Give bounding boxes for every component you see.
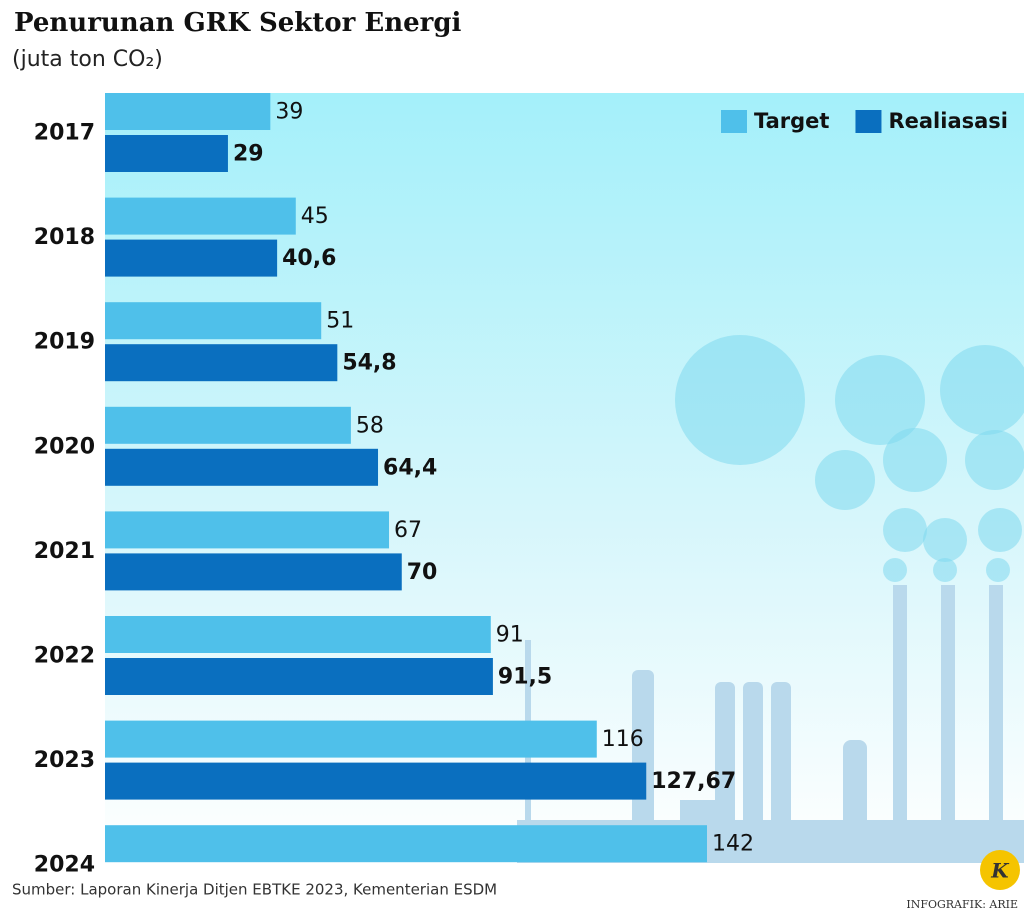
bar xyxy=(105,93,271,130)
value-label: 54,8 xyxy=(342,351,396,376)
bar xyxy=(105,448,379,486)
value-label: 70 xyxy=(407,560,438,585)
bar xyxy=(105,302,322,340)
bar xyxy=(105,658,493,695)
y-tick-label: 2023 xyxy=(34,748,95,773)
value-label: 39 xyxy=(275,100,303,125)
value-label: 91 xyxy=(496,623,524,648)
legend-swatch xyxy=(855,110,882,133)
value-label: 40,6 xyxy=(282,246,336,271)
y-tick-label: 2019 xyxy=(34,330,95,355)
value-label: 127,67 xyxy=(651,769,736,794)
source-note: Sumber: Laporan Kinerja Ditjen EBTKE 202… xyxy=(12,881,497,899)
value-label: 29 xyxy=(233,142,264,167)
legend-swatch xyxy=(721,110,747,133)
legend-label: Realiasasi xyxy=(888,109,1008,133)
value-label: 58 xyxy=(356,413,384,438)
credit: INFOGRAFIK: ARIE xyxy=(906,898,1018,911)
y-tick-label: 2021 xyxy=(34,539,95,564)
value-label: 116 xyxy=(602,727,644,752)
bar xyxy=(105,720,597,758)
bar xyxy=(105,406,351,444)
bar xyxy=(105,197,296,235)
value-label: 64,4 xyxy=(383,455,437,480)
value-label: 51 xyxy=(326,309,354,334)
y-tick-label: 2022 xyxy=(34,644,95,669)
bar xyxy=(105,616,491,653)
bar xyxy=(105,344,338,382)
chart-subtitle: (juta ton CO₂) xyxy=(12,47,163,72)
bar xyxy=(105,762,647,800)
value-label: 91,5 xyxy=(498,665,552,690)
value-label: 67 xyxy=(394,518,422,543)
logo-badge xyxy=(980,850,1020,890)
y-tick-label: 2018 xyxy=(34,225,95,250)
bar xyxy=(105,825,707,863)
legend-label: Target xyxy=(754,109,829,133)
y-tick-label: 2024 xyxy=(34,853,95,878)
value-label: 45 xyxy=(301,204,329,229)
chart-title: Penurunan GRK Sektor Energi xyxy=(14,8,462,38)
bar xyxy=(105,135,228,172)
value-label: 142 xyxy=(712,832,754,857)
bar xyxy=(105,239,278,277)
y-tick-label: 2020 xyxy=(34,434,95,459)
logo: K xyxy=(990,859,1010,883)
bar xyxy=(105,511,390,549)
bar xyxy=(105,553,402,591)
y-tick-label: 2017 xyxy=(34,121,95,146)
factory-illustration xyxy=(517,335,1024,863)
